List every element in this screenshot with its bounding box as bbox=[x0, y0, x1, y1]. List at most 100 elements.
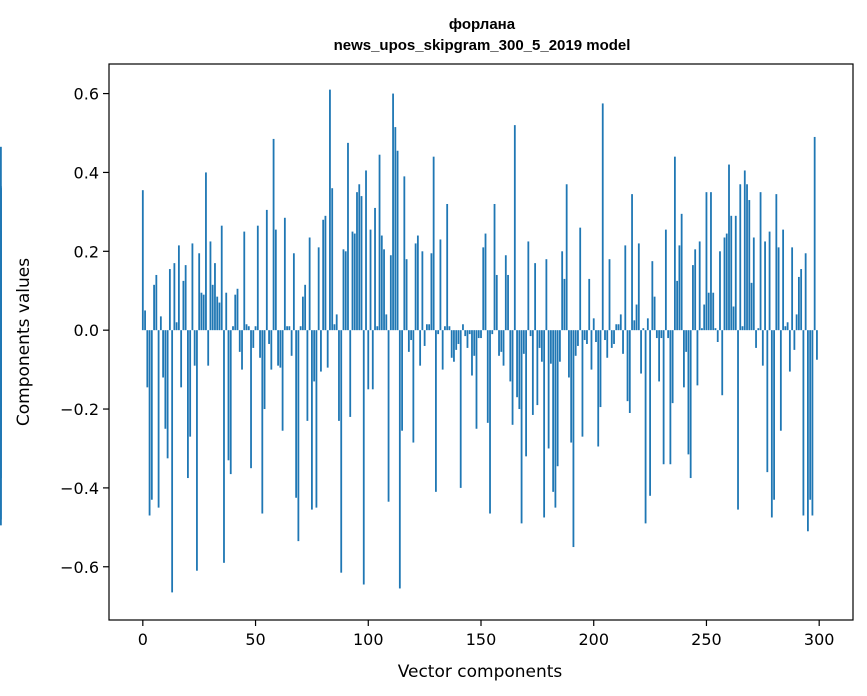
bar-107 bbox=[383, 249, 385, 331]
bar-112 bbox=[394, 127, 397, 331]
bar-131 bbox=[437, 330, 440, 335]
bar-11 bbox=[166, 330, 169, 459]
bar-74 bbox=[308, 237, 311, 331]
bar-55 bbox=[265, 209, 268, 331]
bar-160 bbox=[502, 330, 505, 366]
bar-184 bbox=[556, 330, 559, 467]
bar-262 bbox=[732, 306, 735, 331]
bar-94 bbox=[353, 233, 356, 331]
bar-40 bbox=[232, 326, 234, 331]
x-axis: 0 50 100 150 200 250 300 bbox=[138, 620, 834, 649]
y-axis-label: Components values bbox=[14, 258, 34, 426]
bar-149 bbox=[477, 330, 480, 339]
bar-92 bbox=[349, 330, 352, 417]
bar-220 bbox=[637, 243, 640, 331]
bar-67 bbox=[292, 253, 295, 331]
bar-178 bbox=[543, 330, 546, 518]
bar-264 bbox=[737, 330, 739, 510]
bar-279 bbox=[770, 330, 773, 518]
x-axis-label: Vector components bbox=[398, 662, 563, 682]
bar-81 bbox=[324, 215, 327, 331]
bar-261 bbox=[730, 215, 733, 331]
bar-205 bbox=[604, 330, 606, 341]
bar-22 bbox=[191, 243, 194, 331]
bar-185 bbox=[559, 330, 561, 362]
bar-208 bbox=[610, 330, 613, 348]
bar-19 bbox=[184, 265, 187, 331]
bar-85 bbox=[333, 324, 336, 331]
bar-24 bbox=[196, 330, 198, 571]
bar-141 bbox=[459, 330, 462, 488]
bar-263 bbox=[734, 215, 737, 331]
bar-21 bbox=[189, 330, 192, 437]
bar-113 bbox=[396, 150, 399, 331]
bar-269 bbox=[748, 200, 751, 331]
x-tick-label: 100 bbox=[353, 630, 384, 649]
bar-25 bbox=[198, 253, 201, 331]
bar-68 bbox=[295, 330, 298, 498]
bar-218 bbox=[633, 320, 636, 331]
bar-174 bbox=[534, 263, 537, 331]
bar-191 bbox=[572, 330, 575, 548]
bar-66 bbox=[290, 330, 293, 356]
bar-145 bbox=[468, 330, 471, 335]
bar-251 bbox=[707, 292, 710, 331]
bar-128 bbox=[430, 253, 433, 331]
bar-217 bbox=[631, 194, 633, 331]
bar-121 bbox=[414, 243, 417, 331]
y-tick-label: 0.6 bbox=[74, 85, 99, 104]
bar-1 bbox=[144, 310, 146, 331]
bar-20 bbox=[187, 330, 189, 479]
bar-201 bbox=[595, 330, 597, 342]
chart-title: форлана bbox=[449, 16, 516, 33]
bar-35 bbox=[220, 225, 223, 331]
bar-288 bbox=[791, 247, 794, 331]
x-tick-label: 0 bbox=[138, 630, 148, 649]
bar-291 bbox=[797, 276, 800, 331]
bar-236 bbox=[673, 156, 676, 331]
bar-213 bbox=[622, 330, 624, 354]
bar-undefined bbox=[0, 330, 2, 479]
bar-95 bbox=[356, 192, 358, 331]
bar-277 bbox=[766, 330, 769, 473]
bar-44 bbox=[241, 330, 243, 370]
bar-177 bbox=[540, 330, 543, 362]
bar-137 bbox=[450, 330, 453, 358]
bar-165 bbox=[513, 125, 516, 331]
bar-240 bbox=[683, 330, 685, 388]
bar-136 bbox=[448, 326, 451, 331]
bar-252 bbox=[710, 192, 712, 331]
bar-292 bbox=[800, 269, 803, 331]
bar-43 bbox=[238, 330, 241, 352]
bar-96 bbox=[358, 184, 361, 331]
bar-206 bbox=[606, 330, 609, 358]
bar-89 bbox=[342, 249, 345, 331]
bar-115 bbox=[401, 330, 403, 431]
x-tick-label: 200 bbox=[578, 630, 609, 649]
bar-90 bbox=[344, 251, 347, 331]
bar-182 bbox=[552, 330, 555, 492]
bar-140 bbox=[457, 330, 460, 344]
bar-45 bbox=[243, 231, 246, 331]
bar-54 bbox=[263, 330, 266, 410]
bar-187 bbox=[563, 278, 566, 331]
bar-158 bbox=[498, 330, 500, 356]
bar-207 bbox=[608, 259, 611, 331]
bar-176 bbox=[538, 330, 541, 348]
bar-12 bbox=[168, 269, 171, 331]
plot-frame bbox=[108, 63, 854, 621]
bar-65 bbox=[288, 326, 291, 331]
bar-122 bbox=[416, 235, 419, 331]
bar-249 bbox=[703, 304, 706, 331]
bar-83 bbox=[329, 89, 331, 331]
bar-164 bbox=[511, 330, 514, 425]
bar-238 bbox=[678, 245, 681, 331]
bar-61 bbox=[279, 330, 282, 368]
bar-109 bbox=[387, 330, 390, 502]
bar-138 bbox=[453, 330, 455, 362]
bar-150 bbox=[480, 330, 482, 339]
bar-10 bbox=[164, 330, 167, 429]
y-tick-label: 0.4 bbox=[74, 163, 99, 182]
bar-224 bbox=[646, 318, 649, 331]
